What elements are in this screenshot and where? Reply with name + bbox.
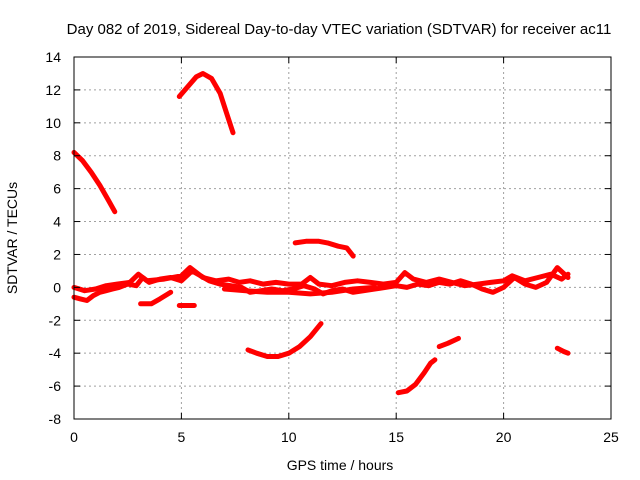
grid <box>74 57 611 419</box>
x-tick-label: 10 <box>281 429 297 445</box>
y-tick-label: -4 <box>49 345 62 361</box>
axis-ticks: 0 5 10 15 20 25 -8 -6 -4 -2 0 2 4 6 8 10 12 14 <box>45 49 619 445</box>
series-line-seg-8 <box>138 289 174 307</box>
series-line-seg-12 <box>221 284 378 297</box>
series-line-seg-4 <box>245 321 324 359</box>
series-line-seg-1 <box>71 149 118 215</box>
y-tick-label: -8 <box>49 411 62 427</box>
y-tick-label: 12 <box>45 82 61 98</box>
x-tick-label: 0 <box>70 429 78 445</box>
series-line-seg-2 <box>176 71 236 136</box>
x-axis-label: GPS time / hours <box>287 457 394 473</box>
x-tick-label: 15 <box>388 429 404 445</box>
series-line-seg-3 <box>292 238 356 259</box>
y-axis-label: SDTVAR / TECUs <box>4 182 20 294</box>
x-tick-label: 20 <box>496 429 512 445</box>
y-tick-label: 14 <box>45 49 61 65</box>
series-line-seg-11 <box>71 265 571 294</box>
y-tick-label: -6 <box>49 378 62 394</box>
y-tick-label: 4 <box>53 214 61 230</box>
x-tick-label: 5 <box>178 429 186 445</box>
series-line-seg-7 <box>554 345 571 356</box>
y-tick-label: 2 <box>53 246 61 262</box>
plot-frame <box>73 56 612 420</box>
series-line-seg-6 <box>436 335 461 350</box>
y-tick-label: 10 <box>45 115 61 131</box>
y-tick-label: 6 <box>53 181 61 197</box>
series-line-seg-5 <box>395 357 438 396</box>
y-tick-label: -2 <box>49 312 62 328</box>
y-tick-label: 8 <box>53 148 61 164</box>
y-tick-label: 0 <box>53 279 61 295</box>
series-group <box>71 71 571 396</box>
x-tick-label: 25 <box>603 429 619 445</box>
chart-title: Day 082 of 2019, Sidereal Day-to-day VTE… <box>67 21 612 38</box>
